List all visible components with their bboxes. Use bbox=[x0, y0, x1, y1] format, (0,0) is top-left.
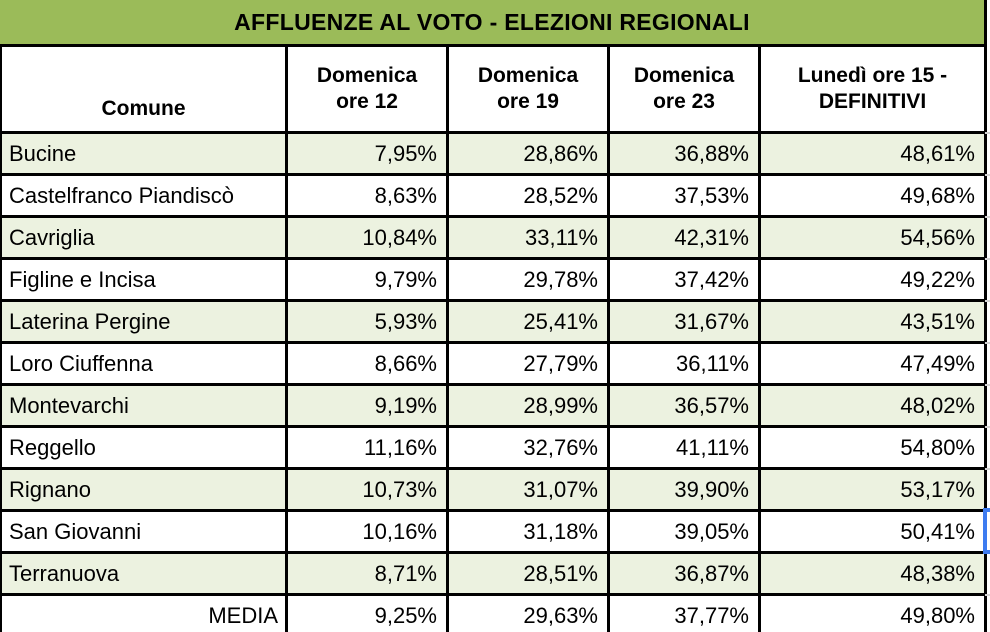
media-value-cell[interactable]: 37,77% bbox=[610, 596, 761, 632]
value-cell[interactable]: 37,42% bbox=[610, 260, 761, 302]
value-cell[interactable]: 41,11% bbox=[610, 428, 761, 470]
comune-cell-cavriglia[interactable]: Cavriglia bbox=[2, 218, 288, 260]
gridline-stub bbox=[985, 594, 990, 596]
cell-selection-indicator bbox=[983, 508, 990, 554]
comune-cell-laterina-pergine[interactable]: Laterina Pergine bbox=[2, 302, 288, 344]
value-cell[interactable]: 39,90% bbox=[610, 470, 761, 512]
value-cell[interactable]: 33,11% bbox=[449, 218, 610, 260]
value-cell[interactable]: 10,16% bbox=[288, 512, 449, 554]
comune-cell-san-giovanni[interactable]: San Giovanni bbox=[2, 512, 288, 554]
gridline-stub bbox=[985, 258, 990, 260]
value-cell[interactable]: 9,19% bbox=[288, 386, 449, 428]
column-header-domenicaore-23[interactable]: Domenica ore 23 bbox=[610, 47, 761, 134]
value-cell[interactable]: 36,87% bbox=[610, 554, 761, 596]
affluenze-table: Comune Domenica ore 12 Domenica ore 19 Dome… bbox=[0, 47, 987, 632]
value-cell[interactable]: 48,61% bbox=[761, 134, 987, 176]
comune-cell-montevarchi[interactable]: Montevarchi bbox=[2, 386, 288, 428]
value-cell[interactable]: 36,11% bbox=[610, 344, 761, 386]
media-value-cell[interactable]: 9,25% bbox=[288, 596, 449, 632]
value-cell[interactable]: 29,78% bbox=[449, 260, 610, 302]
gridline-stub bbox=[985, 216, 990, 218]
comune-cell-figline-e-incisa[interactable]: Figline e Incisa bbox=[2, 260, 288, 302]
comune-cell-rignano[interactable]: Rignano bbox=[2, 470, 288, 512]
media-value-cell[interactable]: 49,80% bbox=[761, 596, 987, 632]
column-header-comune[interactable]: Comune bbox=[2, 47, 288, 134]
value-cell[interactable]: 28,86% bbox=[449, 134, 610, 176]
value-cell[interactable]: 28,99% bbox=[449, 386, 610, 428]
column-header-domenicaore-12[interactable]: Domenica ore 12 bbox=[288, 47, 449, 134]
value-cell[interactable]: 28,51% bbox=[449, 554, 610, 596]
value-cell[interactable]: 47,49% bbox=[761, 344, 987, 386]
gridline-stub bbox=[985, 342, 990, 344]
value-cell[interactable]: 32,76% bbox=[449, 428, 610, 470]
value-cell[interactable]: 31,67% bbox=[610, 302, 761, 344]
value-cell[interactable]: 36,88% bbox=[610, 134, 761, 176]
value-cell[interactable]: 43,51% bbox=[761, 302, 987, 344]
comune-cell-terranuova[interactable]: Terranuova bbox=[2, 554, 288, 596]
value-cell[interactable]: 8,63% bbox=[288, 176, 449, 218]
comune-cell-bucine[interactable]: Bucine bbox=[2, 134, 288, 176]
gridline-stub bbox=[985, 300, 990, 302]
value-cell[interactable]: 10,84% bbox=[288, 218, 449, 260]
value-cell[interactable]: 28,52% bbox=[449, 176, 610, 218]
media-label-cell[interactable]: MEDIA bbox=[2, 596, 288, 632]
value-cell[interactable]: 31,07% bbox=[449, 470, 610, 512]
value-cell[interactable]: 27,79% bbox=[449, 344, 610, 386]
gridline-stub bbox=[985, 384, 990, 386]
gridline-stub bbox=[985, 174, 990, 176]
value-cell[interactable]: 10,73% bbox=[288, 470, 449, 512]
value-cell[interactable]: 50,41% bbox=[761, 512, 987, 554]
table-title[interactable]: AFFLUENZE AL VOTO - ELEZIONI REGIONALI bbox=[0, 0, 987, 47]
comune-cell-castelfranco-piandisc[interactable]: Castelfranco Piandiscò bbox=[2, 176, 288, 218]
column-header-domenicaore-19[interactable]: Domenica ore 19 bbox=[449, 47, 610, 134]
value-cell[interactable]: 31,18% bbox=[449, 512, 610, 554]
value-cell[interactable]: 8,66% bbox=[288, 344, 449, 386]
value-cell[interactable]: 48,02% bbox=[761, 386, 987, 428]
gridline-stub bbox=[985, 468, 990, 470]
value-cell[interactable]: 25,41% bbox=[449, 302, 610, 344]
value-cell[interactable]: 37,53% bbox=[610, 176, 761, 218]
comune-cell-reggello[interactable]: Reggello bbox=[2, 428, 288, 470]
column-header-luned-ore-15-definitivi[interactable]: Lunedì ore 15 - DEFINITIVI bbox=[761, 47, 987, 134]
value-cell[interactable]: 39,05% bbox=[610, 512, 761, 554]
value-cell[interactable]: 53,17% bbox=[761, 470, 987, 512]
value-cell[interactable]: 5,93% bbox=[288, 302, 449, 344]
value-cell[interactable]: 48,38% bbox=[761, 554, 987, 596]
comune-cell-loro-ciuffenna[interactable]: Loro Ciuffenna bbox=[2, 344, 288, 386]
gridline-stub bbox=[985, 426, 990, 428]
value-cell[interactable]: 9,79% bbox=[288, 260, 449, 302]
value-cell[interactable]: 42,31% bbox=[610, 218, 761, 260]
value-cell[interactable]: 8,71% bbox=[288, 554, 449, 596]
value-cell[interactable]: 7,95% bbox=[288, 134, 449, 176]
media-value-cell[interactable]: 29,63% bbox=[449, 596, 610, 632]
value-cell[interactable]: 36,57% bbox=[610, 386, 761, 428]
value-cell[interactable]: 11,16% bbox=[288, 428, 449, 470]
value-cell[interactable]: 54,56% bbox=[761, 218, 987, 260]
value-cell[interactable]: 54,80% bbox=[761, 428, 987, 470]
value-cell[interactable]: 49,68% bbox=[761, 176, 987, 218]
value-cell[interactable]: 49,22% bbox=[761, 260, 987, 302]
gridline-stub bbox=[985, 132, 990, 134]
